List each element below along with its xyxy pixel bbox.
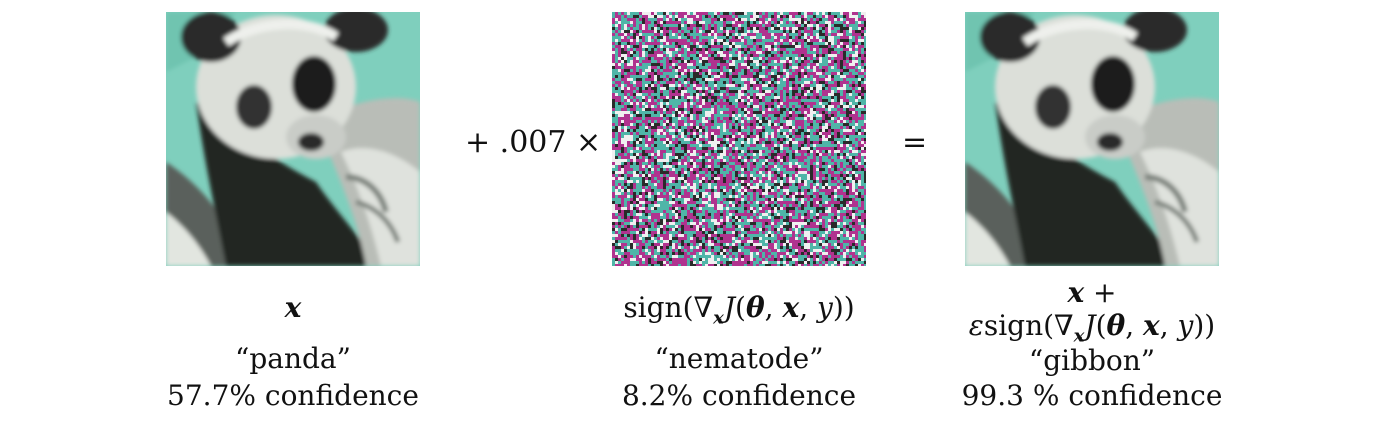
sign-nabla-text: sign(∇ (623, 291, 714, 324)
plus-epsilon-times-operator: + .007 × (465, 125, 602, 160)
open-paren: ( (735, 291, 746, 324)
noise-image (612, 12, 866, 266)
gradient-subscript-x: x (713, 307, 724, 329)
x-symbol: x (782, 291, 800, 324)
panda-confidence: 57.7% confidence (167, 379, 419, 412)
panda-adversarial-image (965, 12, 1219, 266)
input-variable-x: x (284, 291, 302, 324)
adversarial-expression-line2: εsign(∇xJ(θ, x, y)) (935, 311, 1249, 352)
gibbon-class-label: “gibbon” (1028, 344, 1156, 377)
x-symbol-right-2: x (1143, 309, 1160, 342)
sign-nabla-text-right: sign(∇ (983, 309, 1074, 342)
panda-image-svg (166, 12, 420, 266)
epsilon-symbol: ε (968, 309, 984, 342)
panda-adversarial-image-svg (965, 12, 1219, 266)
close-parens-right: )) (1193, 309, 1216, 342)
comma-1: , (764, 291, 783, 324)
y-symbol-right: y (1177, 309, 1194, 342)
nematode-class-label: “nematode” (654, 342, 824, 375)
x-symbol-right: x (1067, 276, 1085, 309)
panda-image (166, 12, 420, 266)
comma-2: , (799, 291, 817, 324)
adversarial-expression-line1: x + (965, 278, 1219, 308)
gibbon-confidence: 99.3 % confidence (961, 379, 1223, 412)
open-paren-right: ( (1095, 309, 1107, 342)
y-symbol: y (817, 291, 833, 324)
loss-function-j-right: J (1084, 309, 1096, 342)
equals-operator: = (902, 125, 928, 160)
noise-image-svg (612, 12, 866, 266)
theta-symbol: θ (745, 291, 765, 324)
panda-class-label: “panda” (235, 342, 351, 375)
theta-symbol-right: θ (1106, 309, 1126, 342)
nematode-confidence: 8.2% confidence (621, 379, 857, 412)
gradient-sign-expression: sign(∇xJ(θ, x, y)) (560, 293, 918, 334)
plus-sign: + (1084, 276, 1117, 309)
comma-1-right: , (1125, 309, 1143, 342)
close-parens: )) (832, 291, 855, 324)
gradient-subscript-x-right: x (1073, 325, 1085, 347)
comma-2-right: , (1159, 309, 1178, 342)
loss-function-j: J (723, 291, 736, 324)
